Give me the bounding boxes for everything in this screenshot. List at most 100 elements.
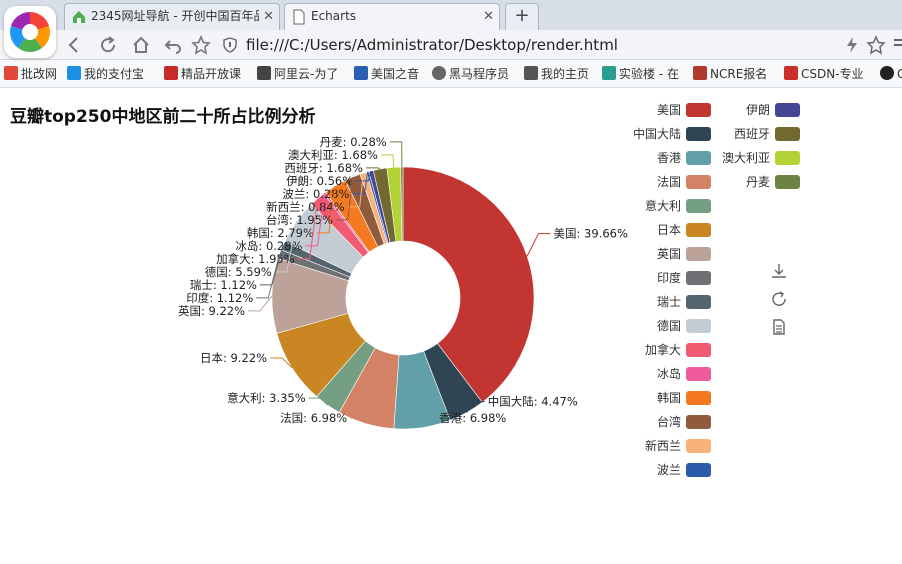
download-icon[interactable] <box>770 262 788 280</box>
legend-label[interactable]: 加拿大 <box>645 342 681 357</box>
bookmark-icon <box>164 66 178 80</box>
tab-bar: 2345网址导航 - 开创中国百年品 ✕ Echarts ✕ + <box>0 0 902 30</box>
legend-label[interactable]: 日本 <box>657 223 681 237</box>
close-icon[interactable]: ✕ <box>483 9 494 24</box>
legend-label[interactable]: 英国 <box>657 247 681 261</box>
legend-swatch[interactable] <box>686 343 711 357</box>
security-shield-icon[interactable] <box>222 37 238 53</box>
undo-icon[interactable] <box>162 34 184 56</box>
legend-swatch[interactable] <box>686 199 711 213</box>
legend-swatch[interactable] <box>686 439 711 453</box>
restore-icon[interactable] <box>770 290 788 308</box>
legend-swatch[interactable] <box>775 175 800 189</box>
legend-swatch[interactable] <box>686 367 711 381</box>
new-tab-button[interactable]: + <box>505 3 539 30</box>
label-line <box>274 221 298 273</box>
legend-swatch[interactable] <box>686 175 711 189</box>
legend-swatch[interactable] <box>775 103 800 117</box>
tab-2345[interactable]: 2345网址导航 - 开创中国百年品 ✕ <box>64 3 280 30</box>
data-label: 伊朗: 0.56% <box>286 174 353 188</box>
bookmark-icon <box>602 66 616 80</box>
bookmark-item[interactable]: 我的主页 <box>524 66 589 82</box>
bookmark-icon <box>67 66 81 80</box>
data-label: 中国大陆: 4.47% <box>488 395 578 409</box>
legend-swatch[interactable] <box>686 103 711 117</box>
legend-swatch[interactable] <box>686 415 711 429</box>
legend-swatch[interactable] <box>686 319 711 333</box>
pie-chart: 美国: 39.66%中国大陆: 4.47%香港: 6.98%丹麦: 0.28%澳… <box>178 103 800 477</box>
legend-swatch[interactable] <box>686 223 711 237</box>
legend-swatch[interactable] <box>686 391 711 405</box>
bookmark-item[interactable]: 我的支付宝 <box>67 66 144 82</box>
lightning-icon[interactable] <box>842 35 862 55</box>
bookmark-item[interactable]: CSDN-专业 <box>784 66 864 82</box>
pie-slice[interactable] <box>400 166 404 242</box>
legend-swatch[interactable] <box>686 295 711 309</box>
legend-label[interactable]: 意大利 <box>645 198 681 213</box>
bookmark-item[interactable]: 批改网 <box>4 66 57 82</box>
label-line <box>356 170 372 182</box>
bookmark-item[interactable]: 阿里云-为了 <box>257 66 338 82</box>
legend-label[interactable]: 瑞士 <box>657 295 681 309</box>
label-line <box>308 397 328 406</box>
browser-logo[interactable] <box>4 6 56 58</box>
data-view-icon[interactable] <box>770 318 788 336</box>
data-label: 新西兰: 0.84% <box>266 200 345 214</box>
label-line <box>466 401 485 413</box>
tab-echarts[interactable]: Echarts ✕ <box>284 3 500 30</box>
data-label: 印度: 1.12% <box>186 291 253 305</box>
label-line <box>365 167 381 170</box>
legend-swatch[interactable] <box>686 463 711 477</box>
legend-swatch[interactable] <box>686 127 711 141</box>
bookmark-item[interactable]: 美国之音 <box>354 66 419 82</box>
legend-label[interactable]: 冰岛 <box>657 366 681 381</box>
menu-icon[interactable] <box>892 35 902 55</box>
legend-label[interactable]: 香港 <box>657 151 681 165</box>
legend-label[interactable]: 澳大利亚 <box>722 151 770 165</box>
legend-label[interactable]: 伊朗 <box>746 103 770 117</box>
label-line <box>305 192 326 247</box>
url-text: file:///C:/Users/Administrator/Desktop/r… <box>246 36 618 54</box>
close-icon[interactable]: ✕ <box>263 9 274 24</box>
data-label: 日本: 9.22% <box>200 351 267 365</box>
legend-swatch[interactable] <box>686 247 711 261</box>
label-line <box>297 198 319 260</box>
home-icon[interactable] <box>130 34 152 56</box>
star-icon[interactable] <box>190 34 212 56</box>
legend-label[interactable]: 波兰 <box>657 463 681 477</box>
label-line <box>248 295 273 312</box>
legend-swatch[interactable] <box>775 127 800 141</box>
bookmark-item[interactable]: NCRE报名 <box>693 66 767 82</box>
legend-swatch[interactable] <box>686 271 711 285</box>
legend-label[interactable]: 中国大陆 <box>633 126 681 141</box>
data-label: 美国: 39.66% <box>554 227 628 241</box>
legend-swatch[interactable] <box>775 151 800 165</box>
bookmarks-bar: 批改网 我的支付宝 精品开放课 阿里云-为了 美国之音 黑马程序员 我的主页 实… <box>0 61 902 88</box>
legend-label[interactable]: 印度 <box>657 270 681 285</box>
data-label: 德国: 5.59% <box>205 265 272 279</box>
legend-label[interactable]: 德国 <box>657 318 681 333</box>
label-line <box>350 417 367 424</box>
pie-slice[interactable] <box>402 166 535 403</box>
label-line <box>256 253 281 299</box>
legend-label[interactable]: 韩国 <box>657 390 681 405</box>
label-line <box>347 173 364 208</box>
legend-label[interactable]: 丹麦 <box>746 175 770 189</box>
bookmark-item[interactable]: 黑马程序员 <box>432 66 509 82</box>
legend-label[interactable]: 美国 <box>657 103 681 117</box>
legend-label[interactable]: 法国 <box>657 175 681 189</box>
legend-label[interactable]: 新西兰 <box>645 438 681 453</box>
bookmark-item[interactable]: 实验楼 - 在 <box>602 66 679 82</box>
favorite-star-icon[interactable] <box>866 35 886 55</box>
address-bar[interactable]: file:///C:/Users/Administrator/Desktop/r… <box>218 33 838 57</box>
legend-swatch[interactable] <box>686 151 711 165</box>
legend-label[interactable]: 台湾 <box>657 414 681 429</box>
data-label: 瑞士: 1.12% <box>190 278 257 292</box>
bookmark-item[interactable]: G <box>880 66 902 82</box>
back-icon[interactable] <box>63 34 85 56</box>
bookmark-item[interactable]: 精品开放课 <box>164 66 241 82</box>
refresh-icon[interactable] <box>97 34 119 56</box>
data-label: 澳大利亚: 1.68% <box>288 148 378 162</box>
legend-label[interactable]: 西班牙 <box>734 127 770 141</box>
label-line <box>335 177 354 221</box>
